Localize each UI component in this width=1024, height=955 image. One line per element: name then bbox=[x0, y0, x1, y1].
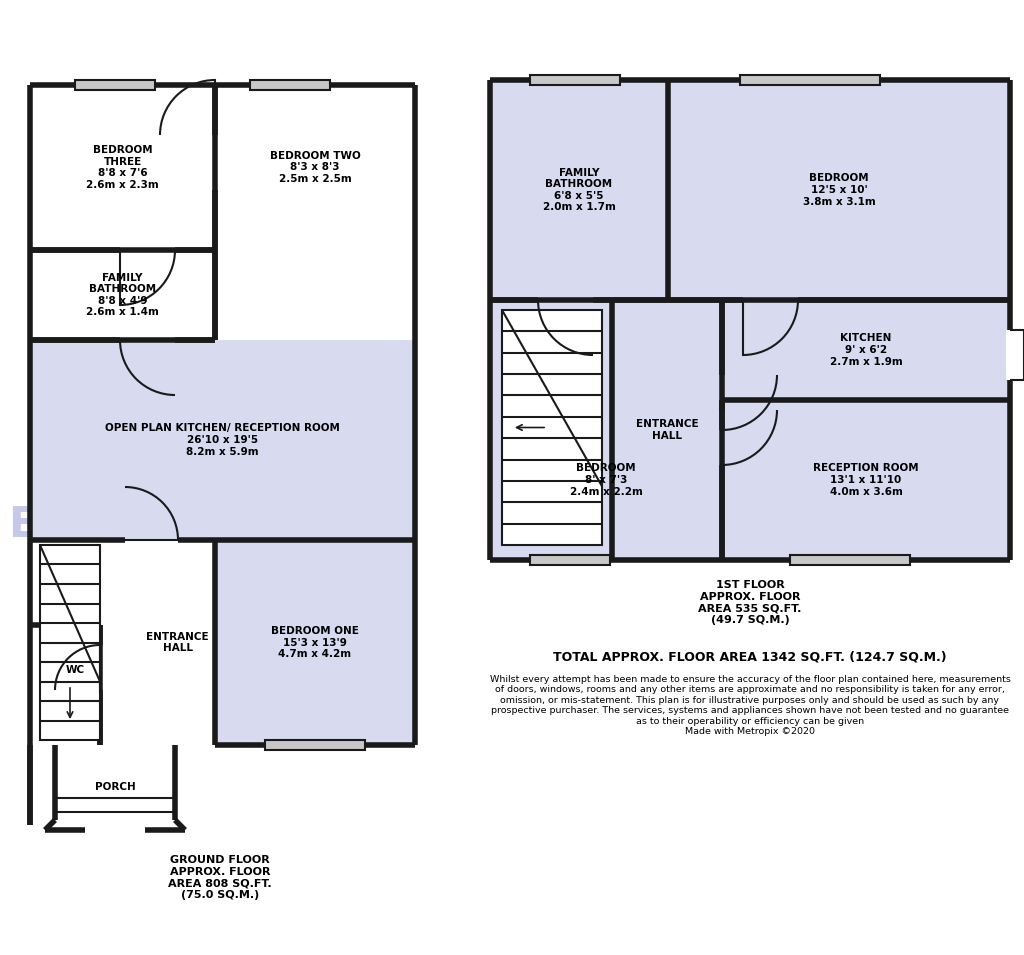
Bar bbox=[75, 80, 155, 90]
Bar bbox=[250, 80, 330, 90]
Bar bbox=[75, 80, 155, 90]
Text: GROUND FLOOR
APPROX. FLOOR
AREA 808 SQ.FT.
(75.0 SQ.M.): GROUND FLOOR APPROX. FLOOR AREA 808 SQ.F… bbox=[168, 855, 271, 900]
Text: RECEPTION ROOM
13'1 x 11'10
4.0m x 3.6m: RECEPTION ROOM 13'1 x 11'10 4.0m x 3.6m bbox=[813, 463, 919, 497]
Bar bbox=[30, 340, 415, 540]
Text: ENTRANCE
HALL: ENTRANCE HALL bbox=[146, 631, 209, 653]
Text: ENTRANCE
HALL: ENTRANCE HALL bbox=[636, 419, 698, 441]
Text: FAMILY
BATHROOM
8'8 x 4'9
2.6m x 1.4m: FAMILY BATHROOM 8'8 x 4'9 2.6m x 1.4m bbox=[86, 272, 159, 317]
Text: KITCHEN
9' x 6'2
2.7m x 1.9m: KITCHEN 9' x 6'2 2.7m x 1.9m bbox=[829, 333, 902, 367]
Text: DBK: DBK bbox=[599, 401, 911, 528]
Bar bbox=[502, 310, 602, 545]
Text: BEDROOM
8' x 7'3
2.4m x 2.2m: BEDROOM 8' x 7'3 2.4m x 2.2m bbox=[569, 463, 642, 497]
Bar bbox=[740, 75, 880, 85]
Bar bbox=[790, 555, 910, 565]
Text: WC: WC bbox=[66, 665, 85, 675]
Text: 1ST FLOOR
APPROX. FLOOR
AREA 535 SQ.FT.
(49.7 SQ.M.): 1ST FLOOR APPROX. FLOOR AREA 535 SQ.FT. … bbox=[698, 580, 802, 625]
Text: Whilst every attempt has been made to ensure the accuracy of the floor plan cont: Whilst every attempt has been made to en… bbox=[489, 675, 1011, 736]
Text: DBK: DBK bbox=[39, 401, 351, 528]
Bar bbox=[530, 75, 620, 85]
Text: ESTATE AGENTS: ESTATE AGENTS bbox=[568, 504, 941, 546]
Text: BEDROOM ONE
15'3 x 13'9
4.7m x 4.2m: BEDROOM ONE 15'3 x 13'9 4.7m x 4.2m bbox=[271, 626, 359, 659]
Bar bbox=[265, 740, 365, 750]
Text: BEDROOM TWO
8'3 x 8'3
2.5m x 2.5m: BEDROOM TWO 8'3 x 8'3 2.5m x 2.5m bbox=[269, 151, 360, 184]
Bar bbox=[530, 555, 610, 565]
Text: TOTAL APPROX. FLOOR AREA 1342 SQ.FT. (124.7 SQ.M.): TOTAL APPROX. FLOOR AREA 1342 SQ.FT. (12… bbox=[553, 650, 947, 663]
Bar bbox=[250, 80, 330, 90]
Text: BEDROOM
THREE
8'8 x 7'6
2.6m x 2.3m: BEDROOM THREE 8'8 x 7'6 2.6m x 2.3m bbox=[86, 145, 159, 190]
Bar bbox=[1006, 330, 1024, 380]
Text: FAMILY
BATHROOM
6'8 x 5'5
2.0m x 1.7m: FAMILY BATHROOM 6'8 x 5'5 2.0m x 1.7m bbox=[543, 167, 615, 212]
Bar bbox=[40, 545, 100, 740]
Text: PORCH: PORCH bbox=[94, 782, 135, 793]
Bar bbox=[265, 740, 365, 750]
Bar bbox=[490, 80, 1010, 560]
Bar bbox=[215, 540, 415, 745]
Bar bbox=[740, 75, 880, 85]
Bar bbox=[530, 75, 620, 85]
Text: BEDROOM
12'5 x 10'
3.8m x 3.1m: BEDROOM 12'5 x 10' 3.8m x 3.1m bbox=[803, 174, 876, 206]
Bar bbox=[530, 555, 610, 565]
Text: ESTATE AGENTS: ESTATE AGENTS bbox=[8, 504, 381, 546]
Bar bbox=[790, 555, 910, 565]
Text: OPEN PLAN KITCHEN/ RECEPTION ROOM
26'10 x 19'5
8.2m x 5.9m: OPEN PLAN KITCHEN/ RECEPTION ROOM 26'10 … bbox=[105, 423, 340, 456]
